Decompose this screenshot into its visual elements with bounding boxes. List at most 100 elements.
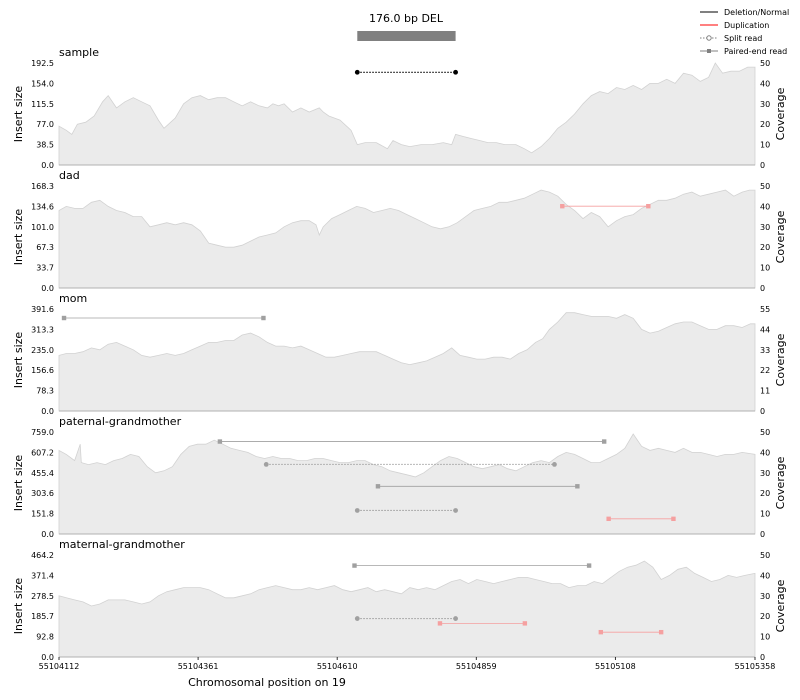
coverage-tick-label: 50 — [760, 428, 770, 437]
insert-tick-label: 0.0 — [41, 653, 54, 662]
split-read-end — [354, 69, 360, 75]
x-tick-label: 55104361 — [178, 662, 219, 671]
coverage-tick-label: 40 — [760, 202, 770, 211]
coverage-tick-label: 30 — [760, 100, 770, 109]
legend-label: Duplication — [724, 21, 769, 30]
coverage-tick-label: 0 — [760, 653, 765, 662]
x-tick-label: 55104859 — [456, 662, 497, 671]
panel-title: paternal-grandmother — [59, 415, 182, 428]
insert-tick-label: 235.0 — [31, 346, 54, 355]
paired-read-end — [437, 621, 443, 626]
chart-title: 176.0 bp DEL — [369, 12, 444, 25]
paired-read-end — [598, 629, 604, 635]
x-axis: 55104112 55104361 55104610 55104859 55105108… — [39, 657, 776, 671]
panel-sample: sample 0.0 38.5 77.0 115.5 154.0 192.5 0 10 20 30 4… — [12, 46, 787, 170]
paired-read-end — [352, 563, 357, 568]
insert-tick-label: 455.4 — [31, 469, 54, 478]
coverage-tick-label: 20 — [760, 489, 770, 498]
coverage-tick-label: 10 — [760, 510, 770, 519]
insert-tick-label: 464.2 — [31, 551, 54, 560]
coverage-tick-label: 20 — [760, 612, 770, 621]
paired-read-end — [522, 621, 528, 626]
insert-tick-label: 92.8 — [36, 633, 54, 642]
y-axis-label-left: Insert size — [12, 209, 25, 266]
insert-tick-label: 134.6 — [31, 202, 54, 211]
insert-tick-label: 101.0 — [31, 223, 54, 232]
coverage-area — [58, 62, 756, 166]
figure-header: 176.0 bp DEL — [357, 12, 456, 41]
panel-title: sample — [59, 46, 99, 59]
coverage-tick-label: 0 — [760, 284, 765, 293]
insert-tick-label: 77.0 — [36, 120, 54, 129]
panel-mom: mom 0.0 78.3 156.6 235.0 313.3 391.6 0 11 22 33 44 5… — [12, 292, 787, 416]
coverage-tick-label: 10 — [760, 264, 770, 273]
coverage-tick-label: 10 — [760, 633, 770, 642]
coverage-tick-label: 20 — [760, 243, 770, 252]
paired-read-end — [560, 203, 565, 209]
variant-bar — [357, 31, 456, 41]
split-read-end — [354, 616, 360, 621]
panel-title: maternal-grandmother — [59, 538, 185, 551]
legend-marker — [707, 49, 711, 53]
coverage-tick-label: 55 — [760, 305, 770, 314]
insert-tick-label: 185.7 — [31, 612, 54, 621]
paired-read-end — [606, 516, 611, 522]
insert-tick-label: 607.2 — [31, 448, 54, 457]
coverage-tick-label: 44 — [760, 325, 770, 334]
y-axis-label-right: Coverage — [774, 579, 787, 632]
legend-label: Split read — [724, 34, 762, 43]
insert-tick-label: 67.3 — [36, 243, 54, 252]
insert-tick-label: 0.0 — [41, 407, 54, 416]
insert-tick-label: 115.5 — [31, 100, 54, 109]
coverage-area — [58, 433, 756, 535]
paired-read-end — [375, 484, 381, 489]
insert-tick-label: 0.0 — [41, 530, 54, 539]
insert-tick-label: 192.5 — [31, 59, 54, 68]
x-tick-label: 55105358 — [735, 662, 776, 671]
x-tick-label: 55105108 — [595, 662, 636, 671]
insert-tick-label: 313.3 — [31, 325, 54, 334]
insert-tick-label: 759.0 — [31, 428, 54, 437]
coverage-tick-label: 40 — [760, 448, 770, 457]
paired-read-end — [658, 629, 664, 635]
insert-tick-label: 38.5 — [36, 141, 54, 150]
y-axis-label-left: Insert size — [12, 455, 25, 512]
split-read-end — [354, 508, 360, 513]
legend-label: Paired-end read — [724, 47, 787, 56]
panels: sample 0.0 38.5 77.0 115.5 154.0 192.5 0 10 20 30 4… — [12, 46, 787, 662]
coverage-tick-label: 50 — [760, 59, 770, 68]
insert-tick-label: 154.0 — [31, 79, 54, 88]
y-axis-label-right: Coverage — [774, 87, 787, 140]
split-read-end — [453, 69, 458, 75]
x-tick-label: 55104112 — [39, 662, 80, 671]
paired-read-end — [646, 203, 651, 209]
coverage-tick-label: 40 — [760, 79, 770, 88]
coverage-tick-label: 22 — [760, 366, 770, 375]
coverage-tick-label: 20 — [760, 120, 770, 129]
paired-read-end — [601, 439, 607, 444]
y-axis-label-left: Insert size — [12, 86, 25, 143]
panel-paternal-grandmother: paternal-grandmother 0.0 151.8 303.6 455.4 60… — [12, 415, 787, 539]
insert-tick-label: 371.4 — [31, 571, 54, 580]
coverage-area — [58, 189, 756, 289]
legend-marker — [706, 35, 712, 41]
panel-title: mom — [59, 292, 87, 305]
panel-title: dad — [59, 169, 80, 182]
paired-read-end — [217, 439, 223, 444]
paired-read-end — [586, 563, 592, 568]
insert-tick-label: 0.0 — [41, 161, 54, 170]
coverage-tick-label: 33 — [760, 346, 770, 355]
coverage-tick-label: 0 — [760, 407, 765, 416]
x-axis-label: Chromosomal position on 19 — [188, 676, 346, 689]
coverage-area — [58, 312, 756, 412]
y-axis-label-right: Coverage — [774, 333, 787, 386]
insert-tick-label: 168.3 — [31, 182, 54, 191]
paired-read-end — [61, 315, 67, 321]
split-read-end — [453, 616, 458, 621]
panel-maternal-grandmother: maternal-grandmother 0.0 92.8 185.7 278.5 371… — [12, 538, 787, 662]
coverage-tick-label: 30 — [760, 469, 770, 478]
coverage-tick-label: 10 — [760, 141, 770, 150]
coverage-tick-label: 30 — [760, 223, 770, 232]
coverage-area — [58, 560, 756, 658]
